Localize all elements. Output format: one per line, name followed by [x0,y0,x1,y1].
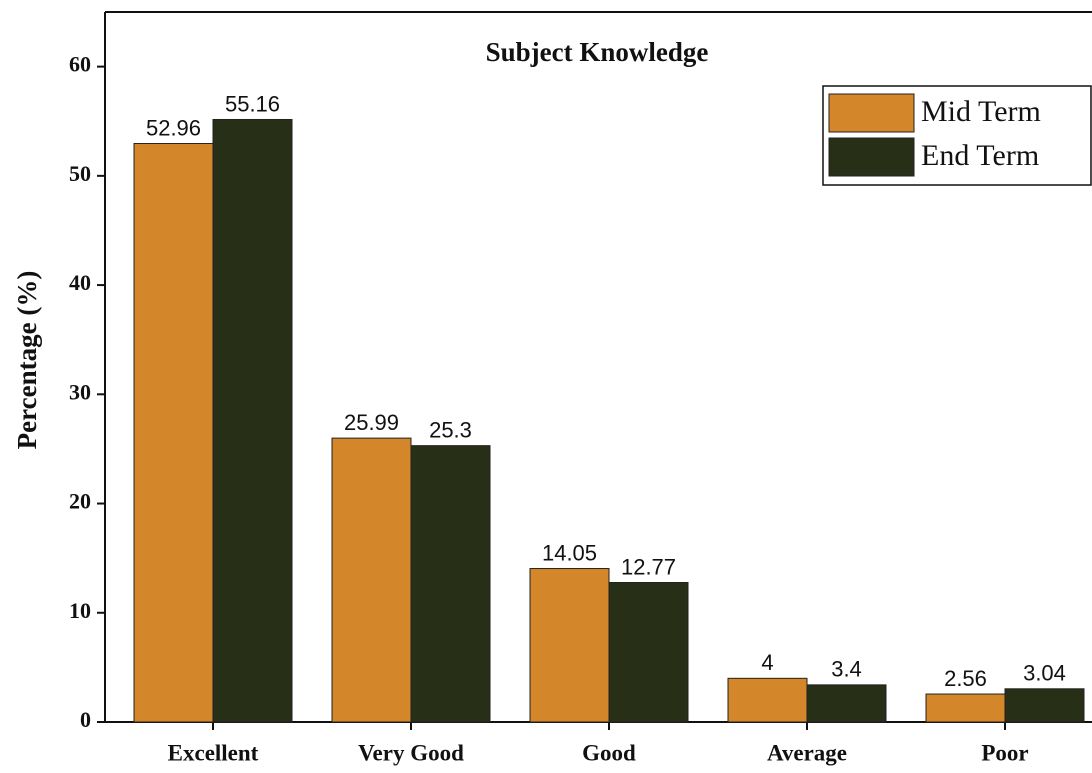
value-label: 12.77 [621,554,676,579]
value-label: 4 [761,650,773,675]
y-axis-label: Percentage (%) [12,271,42,450]
legend-label: Mid Term [921,95,1041,128]
x-tick-label: Poor [981,740,1028,765]
value-label: 14.05 [542,540,597,565]
bar [1004,688,1085,723]
legend-swatch [828,93,915,133]
value-label: 25.99 [344,410,399,435]
legend-swatch [828,137,915,177]
bar [608,582,689,723]
legend-label: End Term [921,139,1039,172]
y-tick-label: 30 [69,379,91,404]
y-tick-label: 50 [69,161,91,186]
bar [806,684,887,723]
y-tick-label: 20 [69,489,91,514]
bar [410,445,491,723]
x-tick-label: Average [767,740,847,765]
value-label: 2.56 [944,666,987,691]
value-label: 3.4 [831,657,862,682]
bar [727,677,808,723]
x-tick-label: Very Good [358,740,464,765]
y-tick-label: 60 [69,52,91,77]
x-tick-label: Good [582,740,636,765]
chart-title: Subject Knowledge [486,37,709,67]
value-label: 3.04 [1023,661,1066,686]
value-label: 52.96 [146,115,201,140]
value-label: 25.3 [429,417,472,442]
y-tick-label: 40 [69,270,91,295]
bar [925,693,1006,723]
bar [331,437,412,723]
bar [529,568,610,723]
value-label: 55.16 [225,91,280,116]
bar [212,118,293,723]
y-tick-label: 10 [69,598,91,623]
y-tick-label: 0 [80,707,91,732]
bar [133,143,214,723]
x-tick-label: Excellent [168,740,259,765]
